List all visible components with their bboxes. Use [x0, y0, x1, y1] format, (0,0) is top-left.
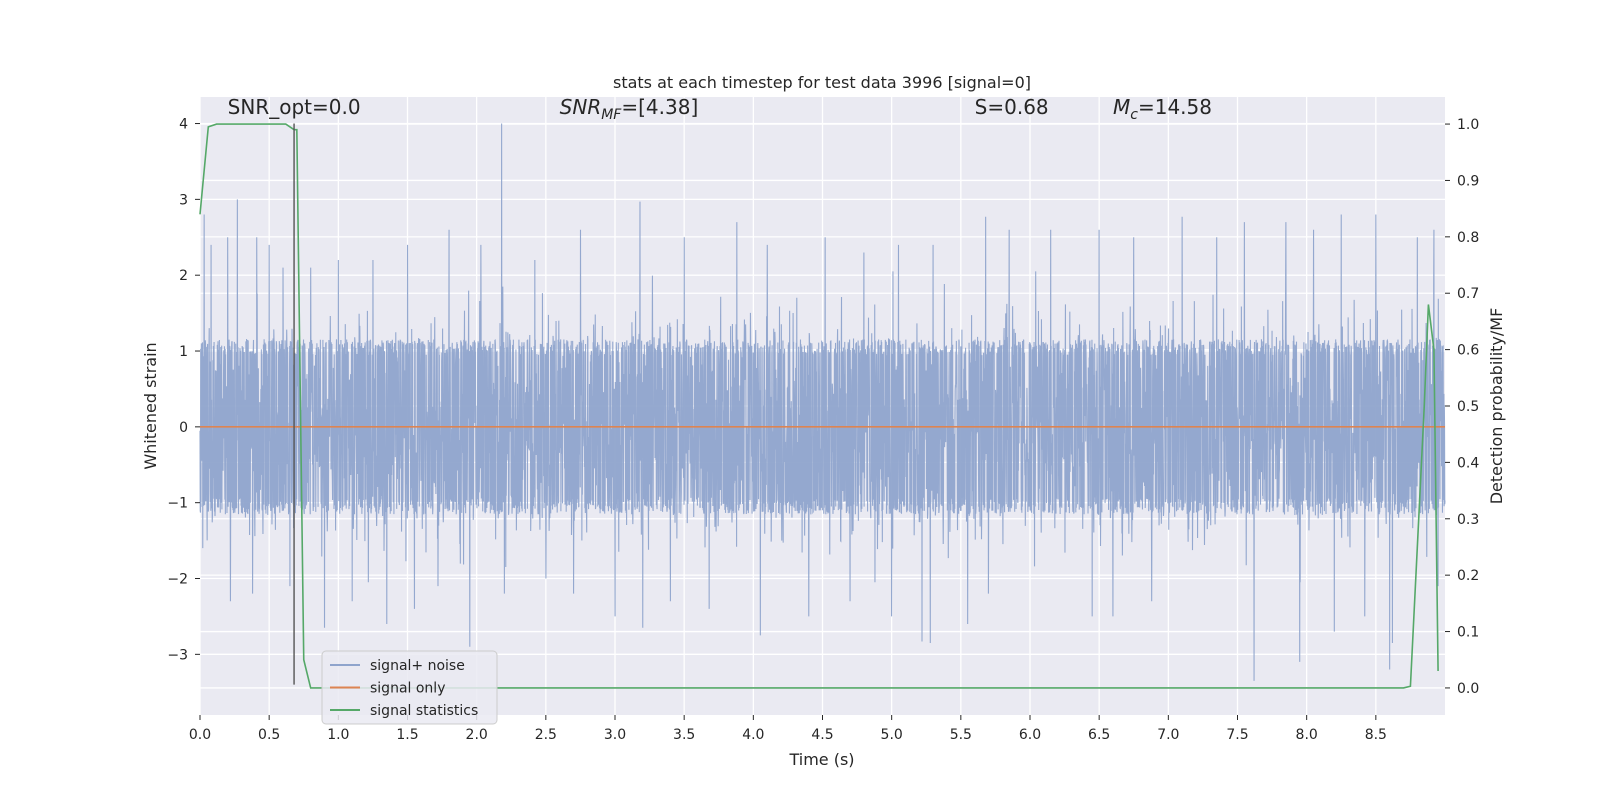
- annotation-0: SNR_opt=0.0: [228, 95, 361, 119]
- x-tick-label: 1.0: [327, 727, 349, 743]
- x-tick-label: 0.5: [258, 727, 280, 743]
- legend-label: signal statistics: [370, 703, 478, 719]
- legend-label: signal+ noise: [370, 658, 465, 674]
- y-tick-label: 0: [179, 420, 188, 436]
- x-tick-label: 1.5: [396, 727, 418, 743]
- annotation-2: S=0.68: [975, 95, 1049, 119]
- y2-tick-label: 0.8: [1457, 230, 1479, 246]
- y2-tick-label: 0.7: [1457, 286, 1479, 302]
- x-tick-label: 4.0: [742, 727, 764, 743]
- x-tick-label: 2.5: [535, 727, 557, 743]
- y2-tick-label: 0.0: [1457, 681, 1479, 697]
- y-tick-label: −2: [167, 572, 188, 588]
- y2-tick-label: 0.1: [1457, 625, 1479, 641]
- x-tick-label: 3.0: [604, 727, 626, 743]
- y-tick-label: 3: [179, 192, 188, 208]
- x-tick-label: 7.5: [1226, 727, 1248, 743]
- y2-tick-label: 1.0: [1457, 117, 1479, 133]
- legend: signal+ noise signal only signal statistic…: [321, 650, 498, 725]
- y-tick-label: −3: [167, 647, 188, 663]
- y-tick-label: 1: [179, 344, 188, 360]
- y-axis-label: Whitened strain: [141, 342, 160, 469]
- y-tick-label: 4: [179, 117, 188, 133]
- series-layer: [199, 123, 1446, 689]
- y-tick-label: −1: [167, 496, 188, 512]
- y2-tick-label: 0.6: [1457, 343, 1479, 359]
- legend-box: [321, 650, 498, 725]
- chart-title: stats at each timestep for test data 399…: [613, 73, 1031, 92]
- y2-tick-label: 0.3: [1457, 512, 1479, 528]
- x-tick-label: 8.5: [1365, 727, 1387, 743]
- x-tick-label: 6.0: [1019, 727, 1041, 743]
- x-tick-label: 5.0: [881, 727, 903, 743]
- y2-tick-label: 0.9: [1457, 173, 1479, 189]
- x-axis-label: Time (s): [788, 750, 854, 769]
- x-tick-label: 0.0: [189, 727, 211, 743]
- x-tick-label: 6.5: [1088, 727, 1110, 743]
- x-tick-label: 3.5: [673, 727, 695, 743]
- y2-axis-label: Detection probability/MF: [1487, 308, 1506, 505]
- y2-tick-label: 0.2: [1457, 568, 1479, 584]
- annotations: SNR_opt=0.0 SNRMF=[4.38] S=0.68 Mc=14.58: [228, 95, 1212, 123]
- annotation-1: SNRMF=[4.38]: [560, 95, 699, 123]
- y-tick-label: 2: [179, 268, 188, 284]
- annotation-3: Mc=14.58: [1113, 95, 1212, 123]
- x-tick-label: 4.5: [811, 727, 833, 743]
- y2-tick-label: 0.4: [1457, 455, 1479, 471]
- axes: 0.0 0.5 1.0 1.5 2.0 2.5 3.0 3.5 4.0 4.5 5.0 5.5 6.0 6…: [167, 117, 1479, 743]
- x-tick-label: 5.5: [950, 727, 972, 743]
- x-tick-label: 2.0: [466, 727, 488, 743]
- x-tick-label: 7.0: [1157, 727, 1179, 743]
- y2-tick-label: 0.5: [1457, 399, 1479, 415]
- legend-label: signal only: [370, 681, 445, 697]
- x-tick-label: 8.0: [1296, 727, 1318, 743]
